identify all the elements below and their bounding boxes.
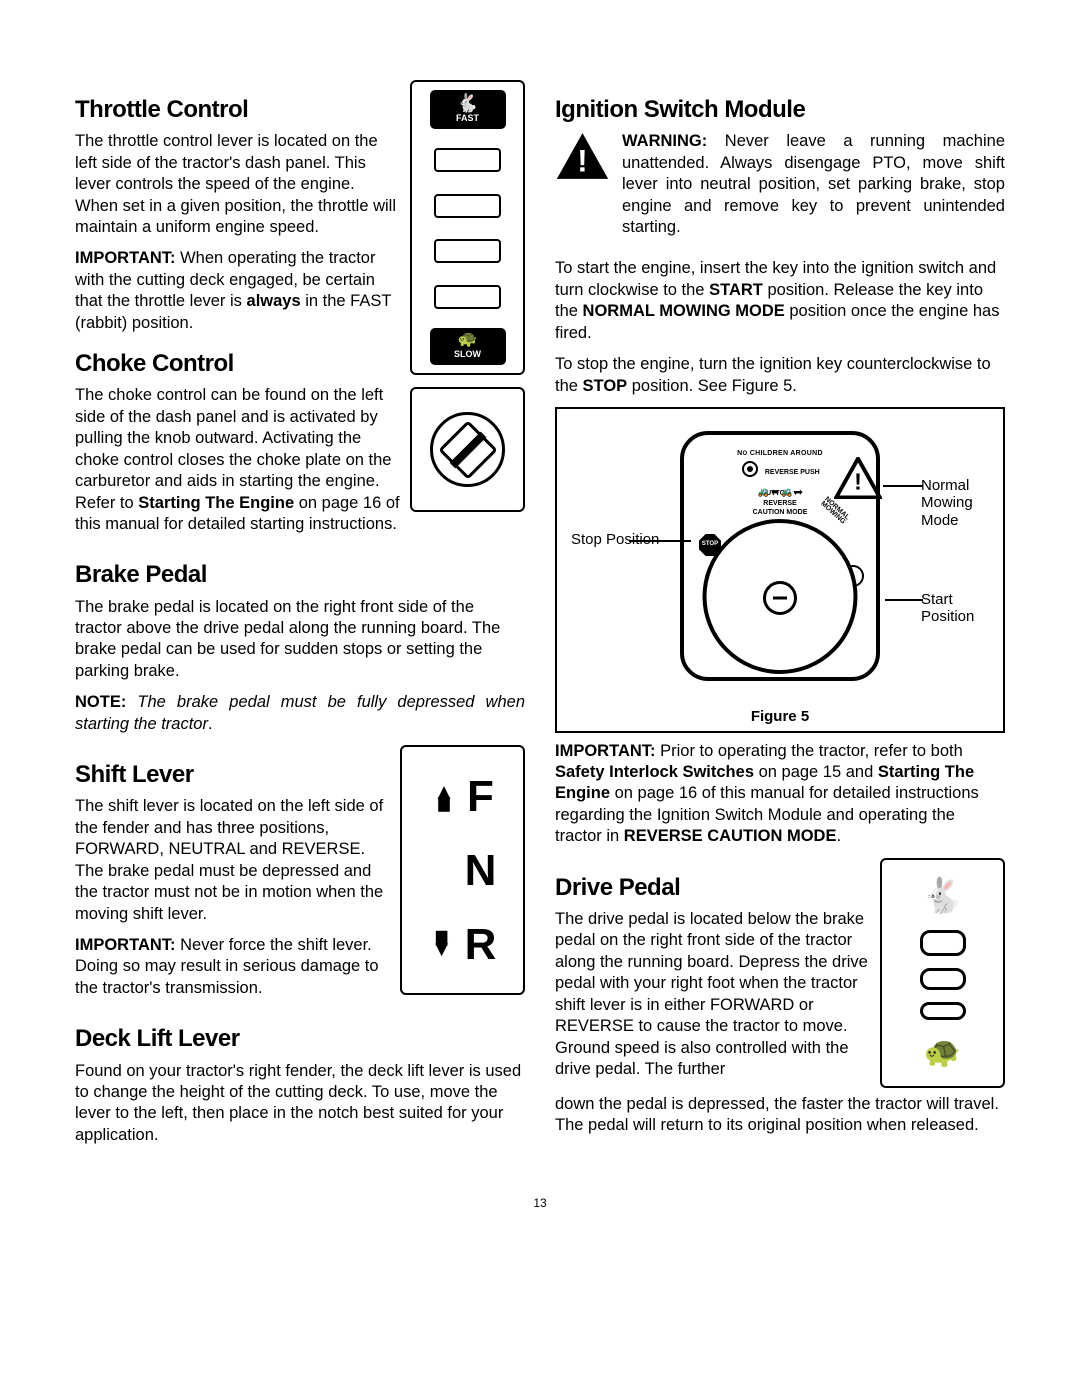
- svg-text:!: !: [577, 144, 587, 179]
- ignition-p1: To start the engine, insert the key into…: [555, 258, 1005, 344]
- panel-warning-icon: !: [834, 457, 882, 499]
- turtle-icon: 🐢: [458, 332, 478, 348]
- warning-text: WARNING: Never leave a running machine u…: [622, 131, 1005, 238]
- svg-text:!: !: [854, 469, 862, 495]
- deck-heading: Deck Lift Lever: [75, 1023, 525, 1054]
- page-number: 13: [75, 1196, 1005, 1212]
- slow-label: SLOW: [454, 349, 481, 361]
- forward-icon: ▲▇: [431, 785, 457, 807]
- shift-figure: ▲▇F N ▇▼R: [400, 745, 525, 995]
- brake-note: NOTE: The brake pedal must be fully depr…: [75, 692, 525, 735]
- normal-label: Normal Mowing Mode: [921, 477, 991, 529]
- rabbit-icon: 🐇: [456, 94, 478, 112]
- right-column: Ignition Switch Module ! WARNING: Never …: [555, 80, 1005, 1156]
- figure-caption: Figure 5: [567, 707, 993, 727]
- reverse-push-button-icon: [742, 461, 758, 477]
- start-label: Start Position: [921, 591, 991, 626]
- warning-block: ! WARNING: Never leave a running machine…: [555, 131, 1005, 248]
- deck-text: Found on your tractor's right fender, th…: [75, 1061, 525, 1147]
- ignition-heading: Ignition Switch Module: [555, 94, 1005, 125]
- warning-icon: !: [555, 131, 610, 181]
- drive-figure: 🐇 🐢: [880, 858, 1005, 1088]
- ignition-figure: NO NO CHILDREN AROUNDCHILDREN AROUND REV…: [555, 407, 1005, 733]
- left-column: 🐇FAST 🐢SLOW Throttle Control The throttl…: [75, 80, 525, 1156]
- brake-text: The brake pedal is located on the right …: [75, 597, 525, 683]
- throttle-figure: 🐇FAST 🐢SLOW: [410, 80, 525, 512]
- brake-heading: Brake Pedal: [75, 559, 525, 590]
- fast-label: FAST: [456, 113, 479, 125]
- drive-turtle-icon: 🐢: [924, 1033, 961, 1072]
- page-columns: 🐇FAST 🐢SLOW Throttle Control The throttl…: [75, 80, 1005, 1156]
- choke-figure: [410, 387, 525, 512]
- ignition-important: IMPORTANT: Prior to operating the tracto…: [555, 741, 1005, 848]
- key-icon: [763, 581, 797, 615]
- drive-p2: down the pedal is depressed, the faster …: [555, 1094, 1005, 1137]
- ignition-p2: To stop the engine, turn the ignition ke…: [555, 354, 1005, 397]
- reverse-icon: ▇▼: [429, 933, 455, 955]
- drive-rabbit-icon: 🐇: [921, 874, 963, 918]
